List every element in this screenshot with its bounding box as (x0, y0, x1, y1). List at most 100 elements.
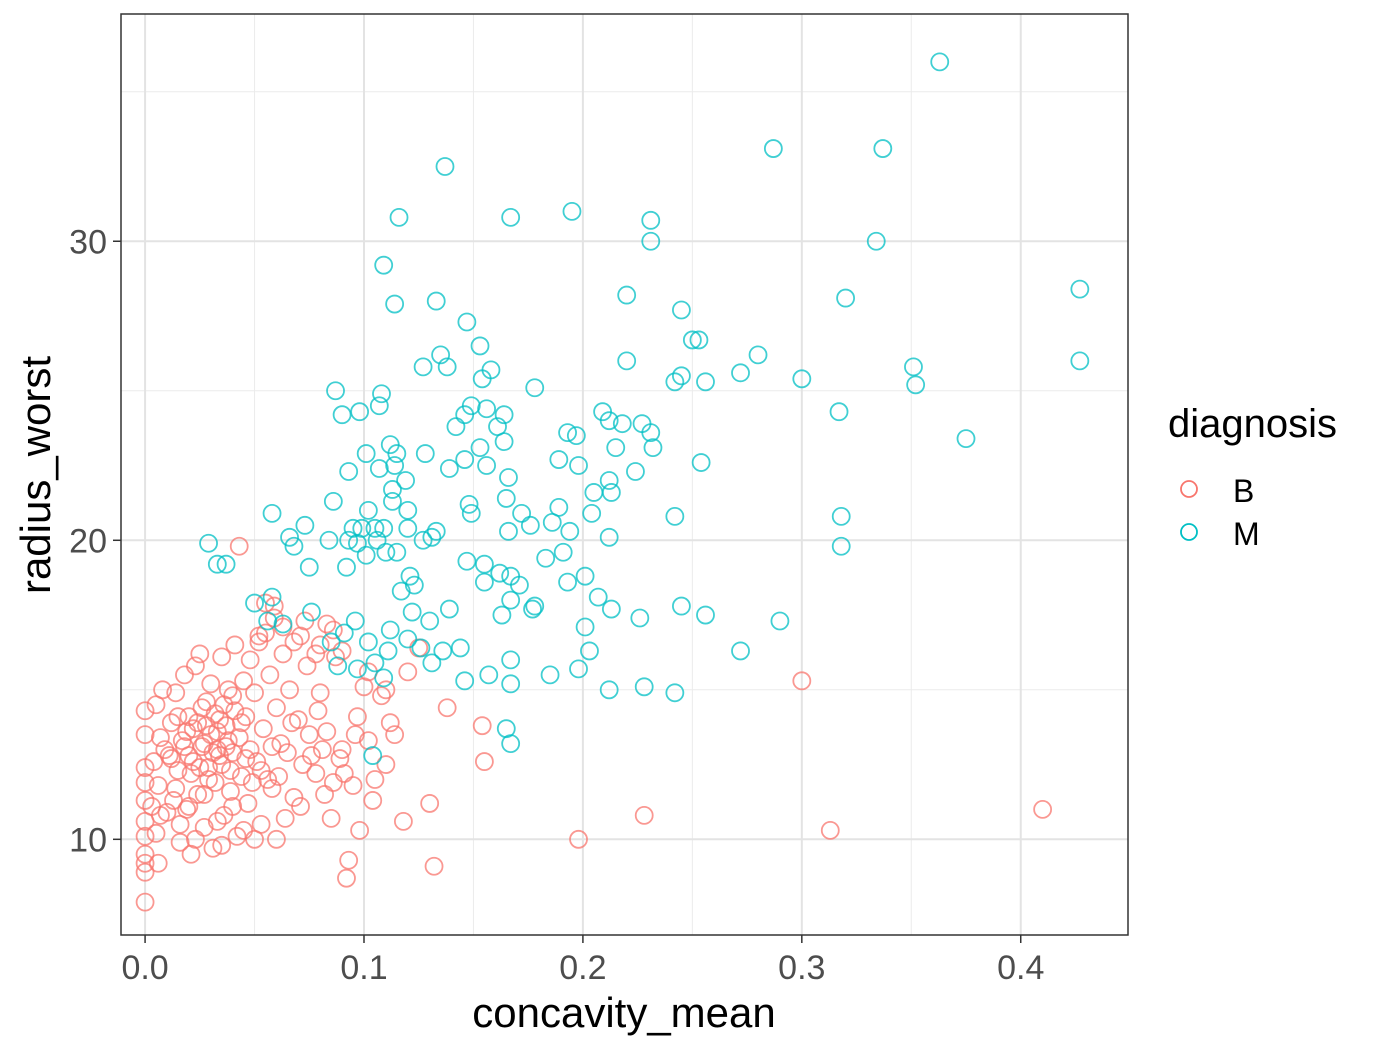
data-point-b (323, 620, 343, 640)
data-point-m (930, 52, 950, 72)
data-point-b (148, 853, 168, 873)
data-point-b (317, 614, 337, 634)
data-point-m (262, 503, 282, 523)
data-point-m (520, 515, 540, 535)
data-point-b (260, 665, 280, 685)
data-point-m (380, 620, 400, 640)
data-point-m (630, 608, 650, 628)
data-point-b (186, 829, 205, 849)
data-point-b (196, 692, 216, 712)
data-point-b (242, 773, 262, 792)
data-point-m (1070, 279, 1090, 299)
data-point-b (275, 808, 295, 828)
data-point-m (731, 363, 750, 383)
data-point-m (358, 632, 378, 652)
data-point-m (328, 656, 348, 676)
data-point-m (643, 438, 663, 457)
data-point-m (525, 378, 545, 398)
data-point-m (665, 372, 685, 392)
data-point-m (691, 453, 711, 472)
data-point-b (166, 779, 186, 798)
minor-gridlines (121, 14, 1128, 935)
data-point-b (216, 737, 236, 757)
data-point-m (365, 518, 385, 538)
data-point-m (345, 611, 365, 631)
data-point-m (477, 456, 496, 475)
data-point-m (387, 444, 407, 463)
data-point-b (345, 725, 365, 745)
data-point-b (1033, 800, 1053, 819)
data-point-b (372, 686, 391, 706)
data-point-m (398, 629, 418, 649)
data-point-m (617, 285, 637, 305)
data-point-b (135, 853, 155, 873)
data-point-b (317, 722, 337, 742)
data-point-m (906, 375, 926, 395)
data-point-m (358, 500, 378, 520)
data-point-b (262, 779, 282, 798)
data-point-m (216, 554, 236, 574)
data-point-m (606, 438, 626, 457)
data-point-b (310, 683, 330, 703)
data-point-b (177, 800, 197, 819)
data-point-m (446, 417, 466, 437)
data-point-b (236, 749, 256, 768)
data-point-m (501, 674, 521, 694)
data-point-m (748, 345, 768, 365)
data-point-b (207, 811, 227, 831)
data-point-b (181, 764, 201, 783)
data-point-m (549, 450, 569, 469)
data-point-m (431, 345, 451, 365)
data-point-b (161, 713, 181, 733)
data-point-b (350, 820, 370, 840)
data-point-m (378, 641, 398, 661)
data-point-b (420, 794, 440, 813)
data-point-m (413, 357, 433, 377)
data-point-m (582, 503, 602, 523)
data-point-b (308, 701, 328, 721)
data-point-m (450, 638, 470, 658)
data-point-m (510, 575, 529, 595)
data-point-m (374, 668, 394, 688)
data-point-m (396, 471, 415, 490)
data-point-m (411, 638, 431, 658)
data-point-m (461, 503, 481, 523)
data-point-b (203, 838, 223, 858)
data-point-m (501, 650, 521, 670)
data-point-b (424, 856, 444, 876)
data-point-b (153, 680, 172, 700)
legend: diagnosis B M (1168, 402, 1337, 552)
data-point-b (332, 740, 352, 760)
y-tick-label: 10 (69, 821, 107, 859)
data-point-m (284, 536, 304, 556)
data-point-b (135, 862, 155, 882)
y-axis-title: radius_worst (12, 356, 59, 594)
legend-label-m: M (1233, 516, 1260, 552)
data-point-m (367, 530, 387, 550)
data-point-m (374, 255, 394, 275)
data-point-b (229, 536, 249, 556)
data-point-m (404, 575, 424, 595)
data-point-b (306, 644, 326, 664)
data-point-b (253, 719, 273, 739)
data-point-m (617, 351, 637, 371)
data-point-b (205, 704, 225, 724)
data-point-m (457, 312, 477, 332)
data-point-b (393, 811, 413, 831)
data-point-m (523, 599, 542, 619)
data-point-m (435, 157, 455, 176)
legend-key-b (1180, 480, 1198, 498)
data-point-m (494, 405, 514, 425)
data-point-m (207, 554, 227, 574)
data-point-m (348, 533, 367, 553)
data-point-b (201, 674, 221, 694)
data-point-m (398, 500, 418, 520)
data-point-b (337, 868, 356, 888)
data-point-m (302, 602, 321, 622)
data-point-b (148, 776, 168, 795)
data-point-b (135, 773, 155, 792)
data-point-b (190, 644, 210, 664)
data-point-b (376, 680, 396, 700)
data-point-b (146, 823, 166, 843)
data-point-m (474, 554, 494, 574)
